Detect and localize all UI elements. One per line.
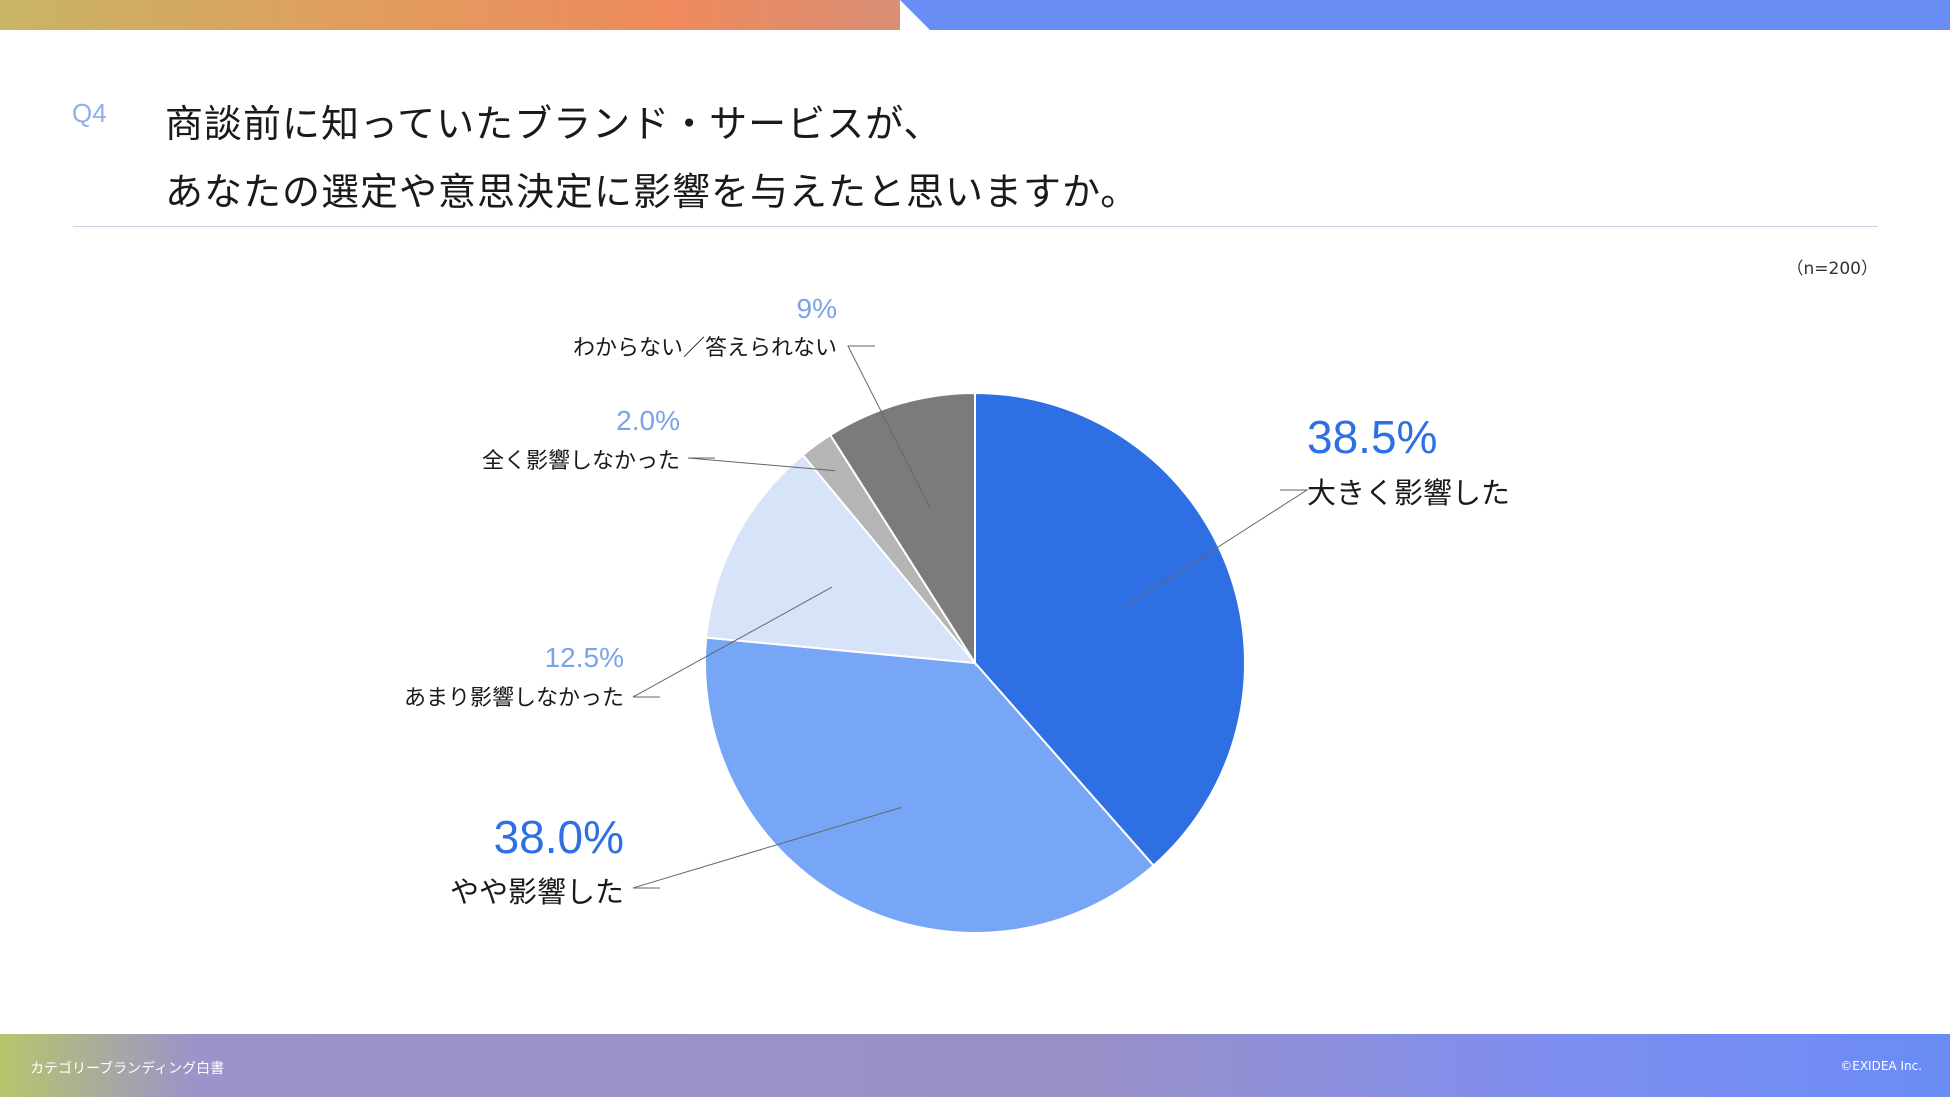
footer-publication-title: カテゴリーブランディング白書 [30,1061,225,1077]
pie-slice-unknown [828,391,976,667]
leader-line-unknown [847,345,931,508]
leader-line-no-influence [687,457,836,472]
slice-category-label-unknown: わからない／答えられない [572,336,837,361]
slice-value-label-unknown: 9% [796,293,837,324]
slice-category-label-large-influence: 大きく影響した [1307,476,1511,510]
slice-category-label-some-influence: やや影響した [449,875,624,909]
footer-band: カテゴリーブランディング白書 ©EXIDEA Inc. [0,1034,1950,1097]
slice-value-label-no-influence: 2.0% [616,405,680,436]
question-title: 商談前に知っていたブランド・サービスが、 あなたの選定や意思決定に影響を与えたと… [165,90,1139,226]
slice-category-label-little-influence: あまり影響しなかった [403,686,624,711]
question-number: Q4 [72,98,107,128]
slice-value-label-some-influence: 38.0% [493,811,624,863]
question-title-line-2: あなたの選定や意思決定に影響を与えたと思いますか。 [165,170,1140,214]
slice-value-label-little-influence: 12.5% [544,642,624,673]
top-band-warm-segment [0,0,900,30]
pie-slice-large-influence [974,391,1246,867]
slice-category-label-no-influence: 全く影響しなかった [481,449,680,474]
slice-value-label-large-influence: 38.5% [1307,411,1438,463]
top-band-blue-segment [900,0,1950,30]
leader-line-some-influence [632,806,902,889]
header-divider [73,226,1878,227]
question-title-line-1: 商談前に知っていたブランド・サービスが、 [165,102,943,146]
pie-chart [632,345,1309,934]
footer-copyright: ©EXIDEA Inc. [1840,1059,1922,1073]
sample-size: （n=200） [1786,259,1878,279]
leader-line-large-influence [1126,489,1309,607]
pie-slice-some-influence [704,636,1155,934]
top-decorative-band [0,0,1950,30]
leader-line-little-influence [632,586,833,698]
